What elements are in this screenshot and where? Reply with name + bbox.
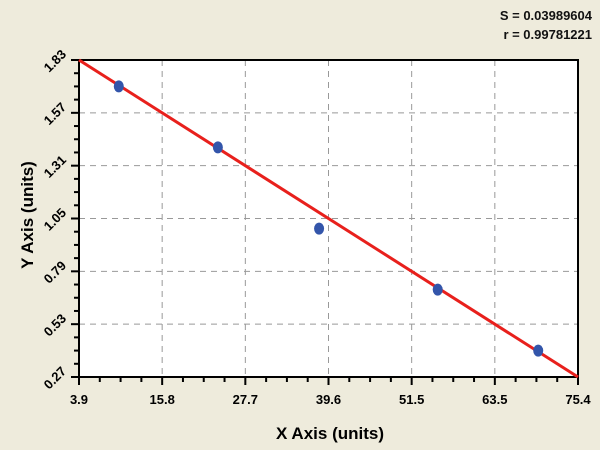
x-tick-label: 15.8 bbox=[150, 392, 175, 407]
x-tick-label: 51.5 bbox=[399, 392, 424, 407]
data-point bbox=[533, 344, 544, 357]
s-value: S = 0.03989604 bbox=[499, 8, 592, 23]
y-tick-label: 0.53 bbox=[41, 311, 70, 340]
x-tick-label: 39.6 bbox=[316, 392, 341, 407]
fit-stats: S = 0.03989604 r = 0.99781221 bbox=[500, 6, 592, 44]
data-point bbox=[432, 283, 443, 296]
r-value: r = 0.99781221 bbox=[503, 27, 592, 42]
fit-line bbox=[78, 58, 579, 379]
y-tick-label: 0.27 bbox=[41, 364, 70, 393]
y-tick-label: 1.31 bbox=[41, 152, 70, 181]
data-point bbox=[212, 141, 223, 154]
y-axis-label: Y Axis (units) bbox=[18, 161, 37, 269]
y-tick-label: 0.79 bbox=[41, 258, 70, 287]
x-tick-label: 75.4 bbox=[565, 392, 591, 407]
x-tick-label: 27.7 bbox=[233, 392, 258, 407]
x-axis-label: X Axis (units) bbox=[276, 424, 384, 443]
y-tick-label: 1.05 bbox=[41, 205, 70, 234]
data-point bbox=[314, 222, 325, 235]
x-tick-label: 63.5 bbox=[482, 392, 507, 407]
data-point bbox=[113, 80, 124, 93]
plot-border bbox=[78, 59, 579, 378]
y-tick-label: 1.57 bbox=[41, 99, 70, 128]
y-tick-label: 1.83 bbox=[41, 47, 70, 76]
x-tick-label: 3.9 bbox=[70, 392, 88, 407]
